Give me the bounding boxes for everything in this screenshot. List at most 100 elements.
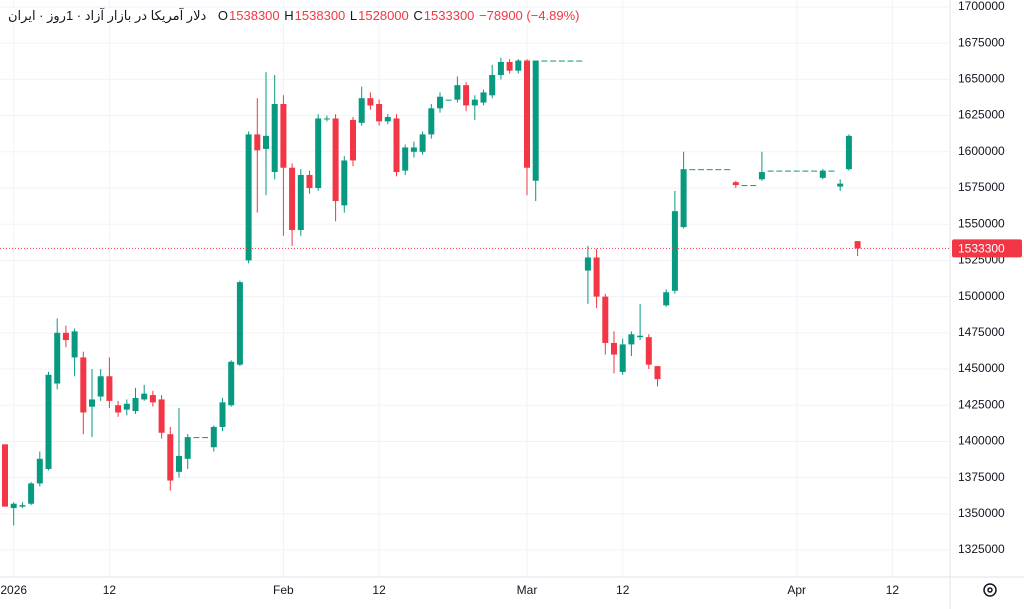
- candle-body: [471, 99, 478, 106]
- last-price-box: [952, 239, 1022, 258]
- candle-body: [358, 98, 365, 123]
- candle-body: [715, 169, 722, 171]
- candle-body: [410, 147, 417, 152]
- candle-body: [654, 366, 661, 380]
- x-tick-label: 2026: [0, 583, 27, 597]
- candle-body: [758, 172, 765, 180]
- x-tick-label: Apr: [787, 583, 806, 597]
- grid: [0, 0, 950, 577]
- candle-body: [271, 103, 278, 173]
- candle-body: [80, 357, 87, 413]
- candle-body: [149, 395, 156, 403]
- candle-body: [202, 437, 209, 439]
- candle-body: [210, 426, 217, 448]
- x-tick-label: 12: [372, 583, 386, 597]
- x-tick-label: 12: [103, 583, 117, 597]
- candle-body: [567, 60, 574, 62]
- last-price-label: 1533300: [958, 242, 1005, 256]
- candle-body: [123, 403, 130, 410]
- candle-body: [402, 147, 409, 171]
- y-tick-label: 1625000: [958, 108, 1005, 122]
- candle-body: [532, 60, 539, 181]
- candle-body: [593, 257, 600, 297]
- candle-body: [419, 134, 426, 152]
- y-tick-label: 1500000: [958, 289, 1005, 303]
- candle-body: [619, 344, 626, 372]
- candle-body: [811, 170, 818, 172]
- candle-body: [524, 60, 530, 168]
- y-tick-label: 1575000: [958, 180, 1005, 194]
- candle-body: [45, 374, 52, 469]
- x-tick-label: Mar: [517, 583, 538, 597]
- candle-body: [2, 444, 8, 507]
- candle-body: [802, 170, 809, 172]
- candle-body: [480, 92, 487, 103]
- ohlc-value: 1538300: [229, 8, 280, 23]
- candle-body: [602, 296, 609, 343]
- candle-body: [341, 160, 348, 206]
- candle-body: [689, 169, 696, 171]
- candle-body: [280, 103, 287, 168]
- candle-body: [19, 505, 26, 507]
- chart-header: دلار آمریکا در بازار آزاد · 1روز · ایران…: [8, 8, 581, 24]
- candle-body: [106, 376, 113, 401]
- candle-body: [637, 335, 644, 338]
- candle-body: [750, 185, 757, 187]
- chart-title: دلار آمریکا در بازار آزاد · 1روز · ایران: [8, 8, 207, 23]
- candle-body: [454, 85, 461, 100]
- candle-body: [576, 60, 583, 62]
- y-tick-label: 1450000: [958, 361, 1005, 375]
- candle-body: [489, 75, 496, 96]
- y-tick-label: 1425000: [958, 397, 1005, 411]
- candle-body: [193, 437, 200, 439]
- candle-body: [584, 257, 591, 271]
- candle-body: [463, 85, 470, 106]
- settings-icon: [983, 583, 997, 597]
- candle-body: [228, 361, 235, 406]
- candle-body: [506, 61, 513, 71]
- candle-body: [36, 458, 43, 484]
- ohlc-label: L: [349, 8, 358, 23]
- candle-body: [376, 103, 383, 122]
- candle-body: [71, 331, 78, 358]
- y-tick-label: 1550000: [958, 216, 1005, 230]
- candle-body: [732, 182, 739, 186]
- candle-body: [306, 174, 313, 188]
- ohlc-label: C: [413, 8, 423, 23]
- candle-body: [115, 405, 122, 413]
- candle-body: [550, 60, 557, 62]
- candle-body: [698, 169, 704, 171]
- candle-body: [611, 342, 617, 355]
- change-label: −78900 (−4.89%): [479, 8, 580, 23]
- candle-body: [741, 185, 748, 187]
- candle-body: [558, 60, 565, 62]
- candle-body: [541, 60, 548, 62]
- candle-body: [767, 170, 774, 172]
- candle-body: [854, 241, 861, 249]
- settings-icon-core: [987, 587, 993, 593]
- candle-body: [706, 169, 713, 171]
- y-tick-label: 1350000: [958, 506, 1005, 520]
- candle-body: [793, 170, 800, 172]
- y-tick-label: 1400000: [958, 434, 1005, 448]
- candle-body: [445, 99, 452, 101]
- ohlc-value: 1528000: [358, 8, 409, 23]
- candle-body: [785, 170, 791, 172]
- y-tick-label: 1325000: [958, 542, 1005, 556]
- candle-body: [367, 98, 374, 106]
- y-tick-label: 1600000: [958, 144, 1005, 158]
- candle-body: [158, 399, 165, 433]
- candle-body: [845, 135, 852, 170]
- candle-body: [141, 393, 148, 400]
- candle-body: [776, 170, 783, 172]
- ohlc-value: 1533300: [423, 8, 475, 23]
- candle-body: [332, 118, 339, 202]
- candle-body: [97, 376, 104, 397]
- ohlc-label: O: [217, 8, 229, 23]
- candle-body: [671, 211, 678, 291]
- candle-body: [828, 170, 835, 172]
- candle-body: [384, 117, 391, 122]
- candle-body: [176, 455, 182, 472]
- candle-body: [724, 169, 731, 171]
